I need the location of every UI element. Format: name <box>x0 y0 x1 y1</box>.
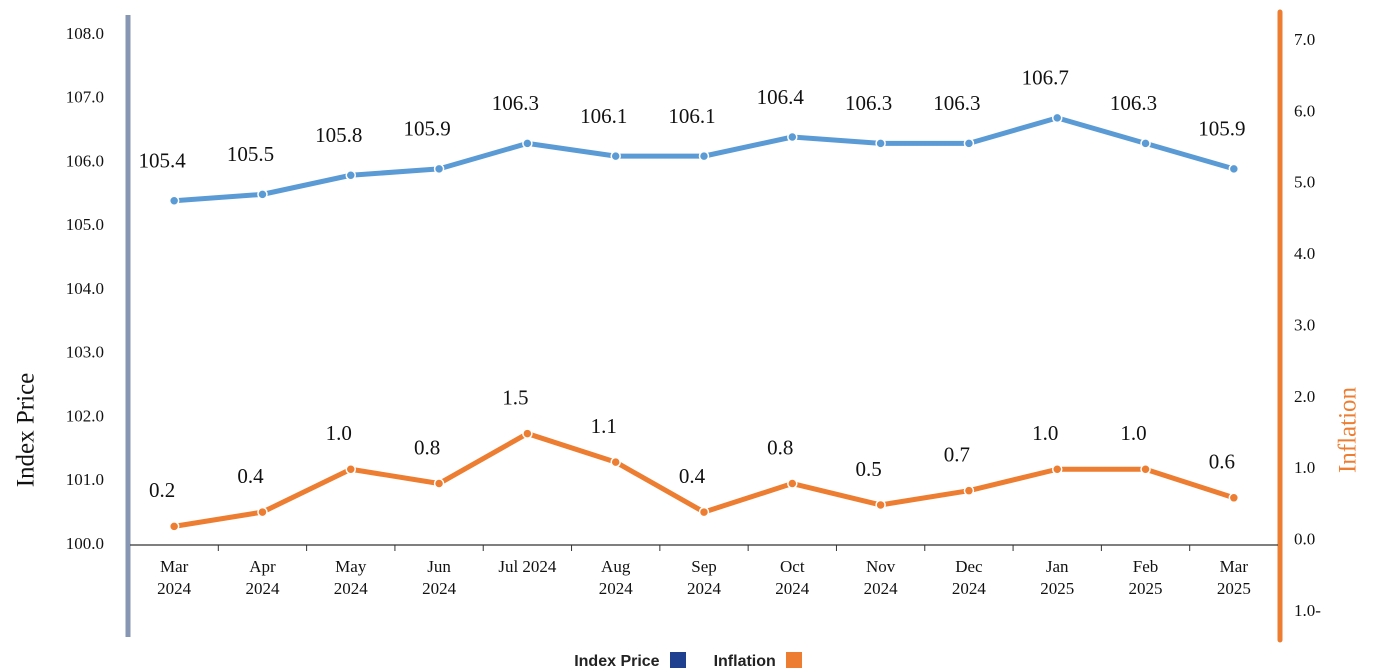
y2-tick-label: 0.0 <box>1294 530 1315 549</box>
point <box>787 131 798 143</box>
y-tick-label: 105.0 <box>66 215 104 234</box>
legend: Index Price Inflation <box>0 652 1376 671</box>
data-label: 106.3 <box>1110 91 1157 115</box>
x-tick-label: Feb 2025 <box>1128 557 1163 598</box>
point <box>433 163 445 175</box>
y-tick-label: 106.0 <box>66 151 104 170</box>
data-label: 1.1 <box>591 414 617 438</box>
y2-tick-label: 1.0 <box>1294 458 1315 477</box>
data-label: 106.1 <box>580 104 627 128</box>
point <box>698 150 710 162</box>
point <box>522 138 533 149</box>
point <box>257 189 268 200</box>
point <box>875 138 886 149</box>
y2-tick-label: 7.0 <box>1294 30 1315 49</box>
legend-swatch <box>669 652 686 668</box>
x-tick-label: Oct 2024 <box>775 557 810 598</box>
data-label: 105.5 <box>227 142 274 166</box>
point <box>433 478 445 489</box>
y-tick-label: 101.0 <box>66 470 104 489</box>
point <box>1051 112 1063 124</box>
data-label: 105.9 <box>1198 117 1245 141</box>
x-tick-label: May 2024 <box>333 557 368 598</box>
point <box>257 506 268 518</box>
data-label: 106.3 <box>933 91 980 115</box>
point <box>875 499 886 511</box>
data-label: 106.4 <box>757 85 805 109</box>
data-label: 1.0 <box>1120 421 1146 445</box>
data-label: 105.8 <box>315 123 362 147</box>
y2-axis-label: Inflation <box>1335 386 1362 473</box>
point <box>1140 464 1151 475</box>
y-tick-label: 100.0 <box>66 534 104 553</box>
data-label: 105.9 <box>403 117 450 141</box>
point <box>168 521 180 532</box>
point <box>698 506 710 518</box>
y-tick-label: 107.0 <box>66 88 104 107</box>
point <box>787 478 798 489</box>
x-tick-label: Nov 2024 <box>863 557 898 598</box>
point <box>963 138 975 149</box>
x-tick-label: Mar 2025 <box>1216 557 1251 598</box>
y2-tick-label: 2.0 <box>1294 387 1315 406</box>
point <box>1228 163 1240 175</box>
point <box>610 456 621 468</box>
y2-tick-label: 6.0 <box>1294 101 1315 120</box>
point <box>963 485 975 496</box>
legend-item: Index Price <box>574 652 686 670</box>
x-tick-label: Sep 2024 <box>687 557 721 598</box>
point <box>1051 464 1063 475</box>
y-tick-label: 108.0 <box>66 24 104 43</box>
data-label: 1.0 <box>326 421 352 445</box>
x-tick-label: Apr 2024 <box>245 557 280 598</box>
data-label: 0.4 <box>237 464 264 488</box>
data-label: 0.8 <box>767 435 793 459</box>
data-label: 1.0 <box>1032 421 1058 445</box>
y2-tick-label: 4.0 <box>1294 244 1315 263</box>
legend-text: Index Price <box>574 653 660 670</box>
x-tick-label: Mar 2024 <box>157 557 192 598</box>
point <box>168 195 180 206</box>
y2-tick-label: 5.0 <box>1294 173 1315 192</box>
y-tick-label: 102.0 <box>66 406 104 425</box>
data-label: 0.4 <box>679 464 706 488</box>
data-label: 0.7 <box>944 442 970 466</box>
x-tick-label: Jul 2024 <box>498 557 557 576</box>
data-label: 1.5 <box>502 385 528 409</box>
y-tick-label: 104.0 <box>66 279 104 298</box>
point <box>1228 492 1240 504</box>
x-tick-label: Jun 2024 <box>422 557 457 598</box>
point <box>345 464 357 475</box>
y2-tick-label: 3.0 <box>1294 315 1315 334</box>
data-label: 105.4 <box>139 149 187 173</box>
y2-tick-label: 1.0- <box>1294 601 1321 620</box>
point <box>345 170 357 181</box>
x-tick-label: Dec 2024 <box>951 557 986 598</box>
legend-item: Inflation <box>713 652 802 670</box>
point <box>610 150 621 162</box>
data-label: 106.7 <box>1022 66 1069 90</box>
data-label: 106.3 <box>492 91 539 115</box>
data-label: 0.8 <box>414 435 440 459</box>
y-tick-label: 103.0 <box>66 343 104 362</box>
x-tick-label: Aug 2024 <box>598 557 633 598</box>
legend-text: Inflation <box>713 653 776 670</box>
data-label: 106.3 <box>845 91 892 115</box>
data-label: 0.5 <box>855 457 881 481</box>
x-tick-label: Jan 2025 <box>1040 557 1075 598</box>
data-label: 106.1 <box>668 104 715 128</box>
point <box>1140 138 1151 149</box>
legend-swatch <box>785 652 802 668</box>
y-axis-label: Index Price <box>13 373 40 488</box>
data-label: 0.6 <box>1209 450 1235 474</box>
data-label: 0.2 <box>149 478 175 502</box>
point <box>522 428 533 439</box>
